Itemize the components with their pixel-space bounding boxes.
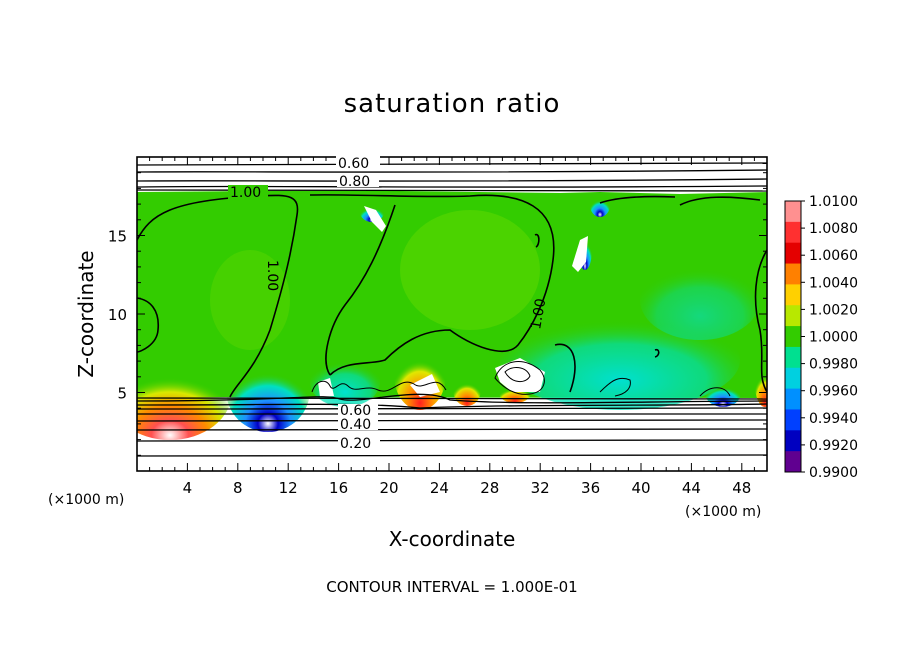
contour-label: 0.20 [340,436,371,452]
colorbar-label: 0.9940 [809,411,858,427]
colorbar-label: 1.0000 [809,330,858,346]
contour-labels: 0.60 0.80 1.00 1.00 1.00 0.60 0.40 0.20 [228,156,549,452]
light-green-patch [210,250,290,350]
dry-hole [318,378,334,397]
x-tick-label: 24 [430,479,449,497]
colorbar-swatch [785,430,801,452]
colorbar-label: 0.9920 [809,438,858,454]
colorbar-swatch [785,263,801,285]
x-tick-label: 20 [379,479,398,497]
contour-label: 0.60 [340,403,371,419]
y-tick-label: 10 [108,306,127,324]
contours-saturation [137,194,767,398]
warm-anomaly [137,344,232,440]
dry-hole [495,358,545,392]
y-axis-ticks: 5 10 15 [108,172,767,456]
contours-base-noise [311,361,731,397]
colorbar-label: 0.9960 [809,384,858,400]
chart-title: saturation ratio [344,89,561,119]
colorbar-swatch [785,201,801,223]
contour-label: 0.80 [339,174,370,190]
dry-hole [410,374,440,397]
y-unit-label: (×1000 m) [48,492,124,508]
y-tick-label: 15 [108,228,127,246]
x-tick-label: 44 [682,479,701,497]
dry-hole [572,236,588,272]
colorbar-swatch [785,388,801,410]
x-tick-label: 16 [329,479,348,497]
x-tick-label: 28 [480,479,499,497]
x-tick-label: 32 [531,479,550,497]
x-tick-label: 8 [233,479,243,497]
colorbar-label: 1.0040 [809,275,858,291]
colorbar-swatch [785,242,801,265]
colorbar-swatch [785,305,801,327]
x-axis-label: X-coordinate [389,527,516,551]
cool-anomaly [705,379,741,407]
contour-interval-note: CONTOUR INTERVAL = 1.000E-01 [326,578,577,596]
y-axis-label: Z-coordinate [74,250,98,377]
x-tick-label: 12 [279,479,298,497]
colorbar-label: 0.9980 [809,357,858,373]
colorbar-label: 1.0060 [809,248,858,264]
colorbar-swatch [785,326,801,348]
x-tick-label: 4 [183,479,193,497]
colorbar-label: 1.0100 [809,194,858,210]
colorbar-swatch [785,284,801,306]
light-green-patch [400,210,540,330]
x-tick-label: 48 [732,479,751,497]
plot-area [137,162,767,457]
contour-label: 1.00 [528,297,549,330]
cool-anomaly [590,193,610,217]
colorbar-label: 1.0020 [809,302,858,318]
colorbar-label: 1.0080 [809,221,858,237]
colorbar-swatch [785,451,801,473]
contour-label: 0.60 [338,156,369,172]
contour-label: 0.40 [340,417,371,433]
dry-hole [364,206,386,232]
y-tick-label: 5 [117,385,127,403]
x-axis-ticks: 4 8 12 16 20 24 28 32 36 40 44 48 [149,157,755,497]
x-tick-label: 40 [631,479,650,497]
colorbar-swatch [785,221,801,244]
x-unit-label: (×1000 m) [685,504,761,520]
colorbar-swatch [785,346,801,369]
contour-label: 1.00 [264,260,280,291]
cyan-patch [640,260,760,340]
contour-label: 1.00 [230,185,261,201]
colorbar: 1.0100 1.0080 1.0060 1.0040 1.0020 1.0000 0.99… [784,194,858,481]
cool-anomaly [226,348,310,432]
colorbar-label: 0.9900 [809,465,858,481]
warm-anomaly [755,363,767,407]
colorbar-swatch [785,409,801,431]
colorbar-swatch [785,367,801,390]
warm-anomaly [394,340,446,410]
x-tick-label: 36 [581,479,600,497]
